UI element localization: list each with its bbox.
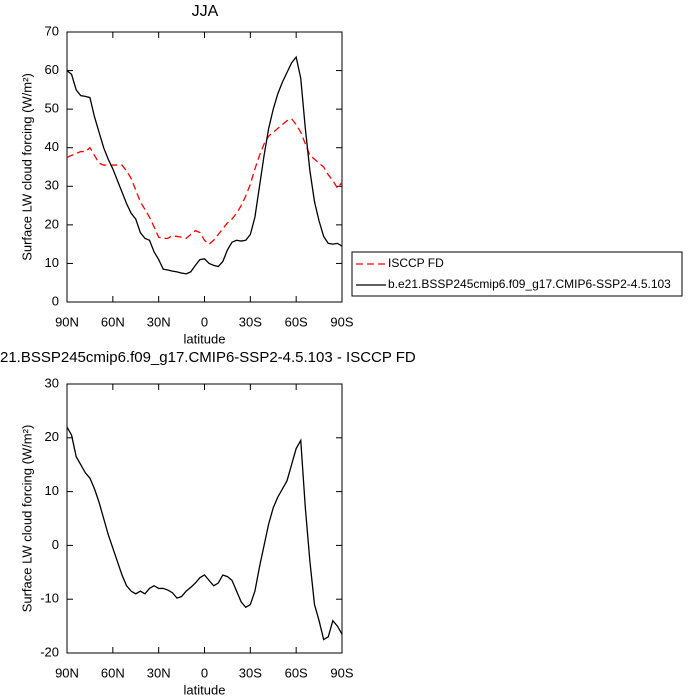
plot-frame <box>66 383 343 654</box>
x-tick-label: 60S <box>285 665 308 680</box>
x-axis-label: latitude <box>184 331 226 346</box>
y-axis-label: Surface LW cloud forcing (W/m²) <box>19 73 34 261</box>
x-tick-label: 90N <box>55 314 79 329</box>
y-tick-label: 10 <box>45 255 59 270</box>
plot-frame <box>66 31 343 303</box>
y-tick-label: 0 <box>52 537 59 552</box>
x-tick-label: 30S <box>239 314 262 329</box>
x-tick-label: 0 <box>201 314 208 329</box>
legend-label: ISCCP FD <box>388 256 444 270</box>
x-tick-label: 30N <box>147 314 171 329</box>
y-tick-label: 60 <box>45 62 59 77</box>
data-line <box>66 426 343 641</box>
x-tick-label: 90N <box>55 665 79 680</box>
data-line <box>66 55 343 275</box>
x-tick-label: 60S <box>285 314 308 329</box>
y-tick-label: 30 <box>45 375 59 390</box>
x-tick-label: 30N <box>147 665 171 680</box>
y-tick-label: 40 <box>45 139 59 154</box>
x-axis-label: latitude <box>184 682 226 697</box>
y-tick-label: 0 <box>52 293 59 308</box>
chart-title: JJA <box>192 3 219 20</box>
y-tick-label: 20 <box>45 429 59 444</box>
y-tick-label: -20 <box>40 644 59 659</box>
y-tick-label: 10 <box>45 483 59 498</box>
x-tick-label: 0 <box>201 665 208 680</box>
y-tick-label: 70 <box>45 23 59 38</box>
chart-title: 21.BSSP245cmip6.f09_g17.CMIP6-SSP2-4.5.1… <box>0 349 416 366</box>
legend-label: b.e21.BSSP245cmip6.f09_g17.CMIP6-SSP2-4.… <box>388 277 671 291</box>
y-tick-label: 50 <box>45 101 59 116</box>
legend-box <box>351 251 683 297</box>
y-axis-label: Surface LW cloud forcing (W/m²) <box>19 425 34 613</box>
data-line <box>66 118 343 245</box>
x-tick-label: 60N <box>101 665 125 680</box>
y-tick-label: 30 <box>45 178 59 193</box>
x-tick-label: 90S <box>330 665 353 680</box>
x-tick-label: 90S <box>330 314 353 329</box>
x-tick-label: 30S <box>239 665 262 680</box>
x-tick-label: 60N <box>101 314 125 329</box>
y-tick-label: 20 <box>45 216 59 231</box>
y-tick-label: -10 <box>40 591 59 606</box>
